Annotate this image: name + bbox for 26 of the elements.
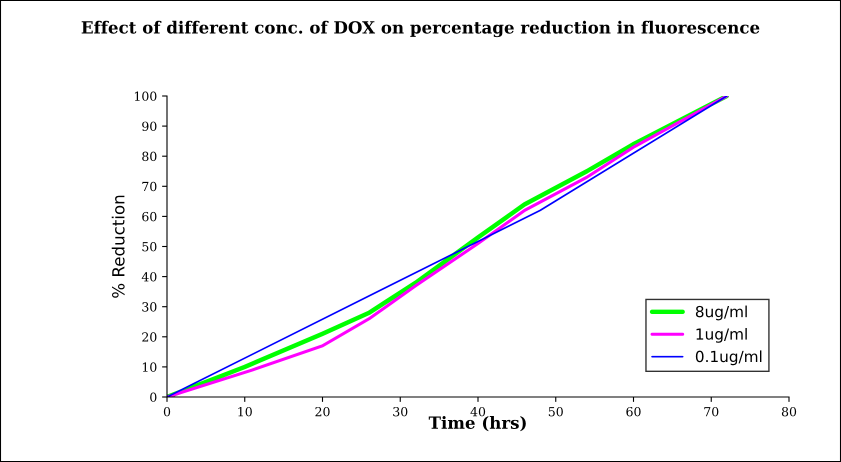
y-tick-label: 20: [142, 332, 156, 342]
y-tick-label: 10: [142, 362, 156, 372]
x-tick-label: 40: [470, 406, 486, 416]
y-tick-label: 50: [142, 242, 156, 252]
y-tick-label: 90: [142, 122, 156, 132]
x-tick-label: 30: [393, 406, 408, 416]
y-tick-label: 80: [142, 152, 156, 162]
y-tick-label: 0: [150, 392, 156, 402]
x-tick-label: 60: [626, 406, 641, 416]
y-tick-label: 60: [142, 212, 156, 222]
y-tick-label: 30: [142, 302, 156, 312]
x-tick-label: 70: [704, 406, 718, 416]
y-tick-label: 40: [142, 272, 156, 282]
x-axis-title: Time (hrs): [428, 416, 526, 432]
legend-label: 1ug/ml: [696, 328, 747, 343]
y-axis-title: % Reduction: [112, 196, 125, 298]
x-tick-label: 10: [238, 406, 252, 416]
x-tick-label: 20: [315, 406, 330, 416]
legend-label: 0.1ug/ml: [696, 350, 762, 366]
x-tick-label: 80: [782, 406, 796, 416]
x-tick-label: 50: [548, 406, 563, 416]
legend-label: 8ug/ml: [696, 306, 747, 320]
x-tick-label: 0: [164, 406, 170, 416]
y-tick-label: 70: [142, 182, 156, 192]
y-tick-label: 100: [134, 91, 156, 101]
chart-title: Effect of different conc. of DOX on percentage reduction in fluorescence: [82, 20, 760, 38]
